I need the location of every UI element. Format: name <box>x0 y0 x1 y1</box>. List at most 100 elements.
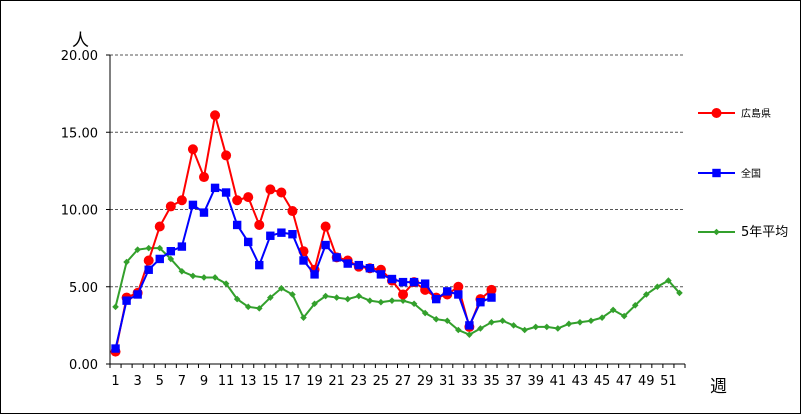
data-point <box>488 318 495 326</box>
x-tick-label: 3 <box>134 374 142 389</box>
data-point <box>233 295 241 303</box>
data-point <box>388 297 396 304</box>
x-tick-label: 15 <box>262 374 279 389</box>
data-point <box>210 110 221 121</box>
data-point <box>376 270 386 279</box>
data-point <box>432 315 440 323</box>
data-point <box>398 277 408 287</box>
data-point <box>111 344 120 353</box>
x-unit-label: 週 <box>710 377 727 397</box>
data-point <box>587 317 595 325</box>
data-point <box>712 168 721 178</box>
data-point <box>321 240 330 250</box>
data-point <box>343 259 352 268</box>
series-line <box>114 247 681 336</box>
data-point <box>322 292 329 300</box>
data-point <box>210 183 220 193</box>
data-point <box>454 290 463 299</box>
x-tick-label: 21 <box>328 374 345 389</box>
data-point <box>221 150 232 161</box>
data-point <box>122 296 131 305</box>
data-point <box>299 256 308 265</box>
x-tick-label: 39 <box>527 374 544 389</box>
data-point <box>654 283 661 291</box>
data-point <box>165 201 176 212</box>
x-tick-label: 29 <box>417 374 434 389</box>
data-point <box>232 220 242 230</box>
legend-label: 5年平均 <box>741 225 788 240</box>
data-point <box>713 228 720 236</box>
data-point <box>134 246 141 253</box>
data-point <box>200 274 208 281</box>
legend-item: 全国 <box>698 167 761 180</box>
data-point <box>409 277 419 287</box>
data-point <box>487 293 496 302</box>
data-point <box>354 260 363 270</box>
series-line <box>114 186 492 349</box>
grid-lines <box>110 54 685 288</box>
data-point <box>145 244 153 252</box>
data-point <box>278 284 285 292</box>
series-national <box>111 183 496 353</box>
x-tick-label: 43 <box>572 374 589 389</box>
data-point <box>300 314 307 321</box>
data-point <box>188 200 198 210</box>
data-point <box>332 253 341 262</box>
data-point <box>287 206 298 217</box>
x-tick-label: 31 <box>439 374 456 389</box>
data-point <box>254 219 265 230</box>
data-point <box>443 287 452 296</box>
data-point <box>711 108 722 118</box>
data-point <box>676 289 683 297</box>
y-tick-label: 5.00 <box>69 281 98 296</box>
data-point <box>466 331 473 338</box>
x-tick-label: 27 <box>395 374 412 389</box>
data-point <box>499 317 506 325</box>
y-tick-label: 10.00 <box>61 204 98 219</box>
data-point <box>276 187 287 198</box>
data-point <box>166 247 176 256</box>
data-point <box>543 323 551 331</box>
x-tick-label: 13 <box>240 374 257 389</box>
series-five-year-average <box>112 244 683 338</box>
data-point <box>243 192 254 203</box>
data-point <box>255 305 263 312</box>
data-point <box>311 300 318 308</box>
data-point <box>255 260 264 270</box>
data-point <box>477 325 484 332</box>
data-point <box>244 303 252 311</box>
data-point <box>620 312 628 320</box>
data-point <box>486 284 497 295</box>
x-tick-label: 33 <box>461 374 478 389</box>
data-point <box>344 295 352 303</box>
data-point <box>642 291 650 298</box>
legend-item: 5年平均 <box>698 225 788 240</box>
y-tick-label: 20.00 <box>61 49 98 64</box>
data-point <box>267 294 274 301</box>
data-point <box>177 242 187 251</box>
data-point <box>609 306 617 314</box>
data-point <box>154 221 165 232</box>
x-tick-label: 17 <box>284 374 301 389</box>
data-point <box>521 326 528 334</box>
data-point <box>365 264 375 273</box>
x-tick-label: 37 <box>505 374 522 389</box>
data-point <box>232 195 243 206</box>
legend-label: 全国 <box>741 167 761 180</box>
legend-label: 広島県 <box>741 107 771 120</box>
data-point <box>420 279 430 288</box>
data-point <box>187 144 198 155</box>
x-tick-label: 47 <box>616 374 633 389</box>
data-point <box>465 321 474 330</box>
data-point <box>221 188 231 197</box>
data-point <box>576 318 584 326</box>
data-point <box>266 231 275 240</box>
legend-item: 広島県 <box>698 107 771 120</box>
data-point <box>320 221 331 232</box>
x-tick-label: 5 <box>156 374 164 389</box>
x-tick-label: 11 <box>218 374 235 389</box>
